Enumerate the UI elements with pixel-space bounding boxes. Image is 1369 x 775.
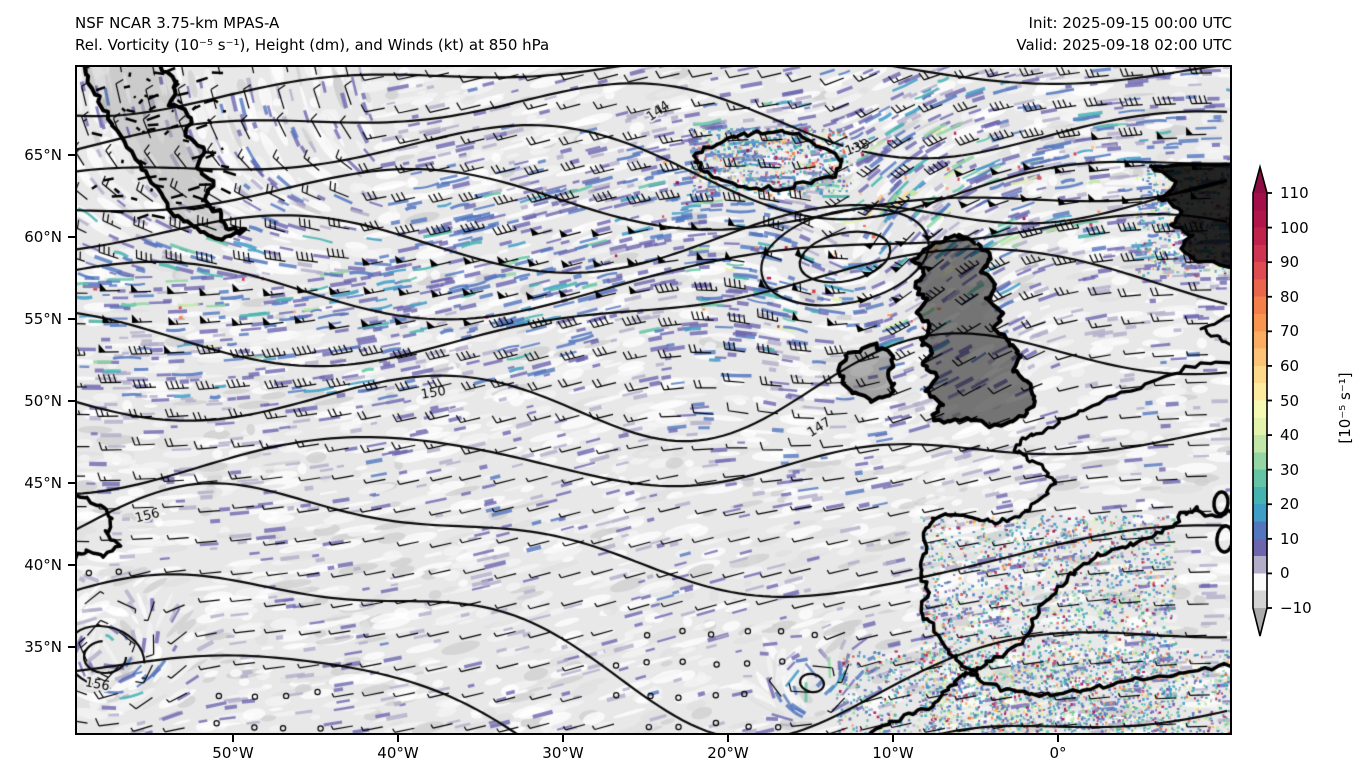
- y-tick-mark: [68, 236, 75, 238]
- x-tick-label: 20°W: [707, 744, 749, 762]
- x-tick-label: 10°W: [872, 744, 914, 762]
- y-tick-mark: [68, 646, 75, 648]
- colorbar-tick-label: 50: [1280, 391, 1300, 410]
- y-tick-mark: [68, 400, 75, 402]
- field-subtitle: Rel. Vorticity (10⁻⁵ s⁻¹), Height (dm), …: [75, 36, 550, 54]
- colorbar-tick-label: 60: [1280, 356, 1300, 375]
- colorbar-tick-label: 40: [1280, 426, 1300, 445]
- x-tick-mark: [397, 735, 399, 742]
- colorbar-tick-label: 100: [1280, 218, 1309, 237]
- y-tick-label: 45°N: [24, 474, 62, 492]
- y-tick-label: 55°N: [24, 310, 62, 328]
- colorbar-tick-label: 70: [1280, 322, 1300, 341]
- colorbar-tick-label: 110: [1280, 184, 1309, 202]
- y-tick-label: 65°N: [24, 146, 62, 164]
- colorbar-tick-label: 30: [1280, 460, 1300, 479]
- colorbar-tick-label: 20: [1280, 495, 1300, 514]
- y-tick-mark: [68, 318, 75, 320]
- y-tick-mark: [68, 564, 75, 566]
- x-tick-mark: [1057, 735, 1059, 742]
- colorbar-tick-label: 10: [1280, 529, 1300, 548]
- model-title: NSF NCAR 3.75-km MPAS-A: [75, 14, 280, 32]
- x-tick-label: 0°: [1049, 744, 1067, 762]
- y-tick-label: 50°N: [24, 392, 62, 410]
- init-time-label: Init: 2025-09-15 00:00 UTC: [1028, 14, 1232, 32]
- x-tick-mark: [232, 735, 234, 742]
- x-tick-mark: [892, 735, 894, 742]
- colorbar-tick-label: 80: [1280, 287, 1300, 306]
- colorbar: [1252, 163, 1272, 637]
- x-tick-label: 50°W: [212, 744, 254, 762]
- y-tick-mark: [68, 482, 75, 484]
- x-tick-label: 40°W: [377, 744, 419, 762]
- colorbar-tick-label: −10: [1280, 599, 1312, 617]
- valid-time-label: Valid: 2025-09-18 02:00 UTC: [1016, 36, 1232, 54]
- time-block: Init: 2025-09-15 00:00 UTC Valid: 2025-0…: [1016, 12, 1232, 56]
- y-tick-label: 35°N: [24, 638, 62, 656]
- map-plot-canvas: [75, 65, 1232, 735]
- y-tick-mark: [68, 154, 75, 156]
- x-tick-mark: [562, 735, 564, 742]
- colorbar-tick-label: 90: [1280, 253, 1300, 272]
- x-tick-mark: [727, 735, 729, 742]
- title-block: NSF NCAR 3.75-km MPAS-A Rel. Vorticity (…: [75, 12, 549, 56]
- y-tick-label: 40°N: [24, 556, 62, 574]
- y-tick-label: 60°N: [24, 228, 62, 246]
- colorbar-tick-label: 0: [1280, 564, 1290, 583]
- x-tick-label: 30°W: [542, 744, 584, 762]
